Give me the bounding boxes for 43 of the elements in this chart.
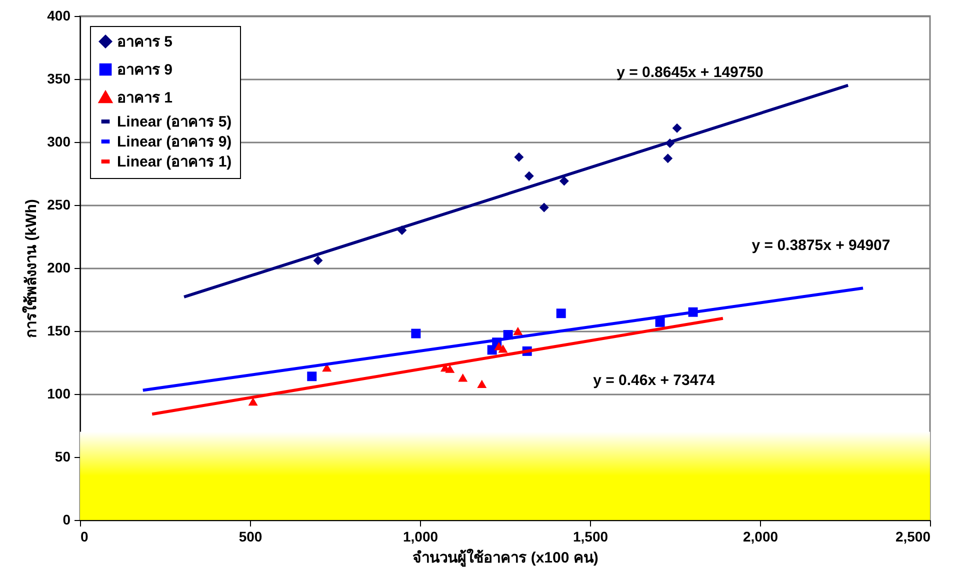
y-tick-label: 250 — [47, 196, 71, 212]
point — [559, 176, 569, 186]
y-tick-label: 400 — [47, 8, 71, 24]
x-tick-label: 2,500 — [895, 528, 931, 544]
legend-label: อาคาร 1 — [117, 90, 173, 106]
point — [248, 397, 258, 406]
y-tick-label: 300 — [47, 134, 71, 150]
x-axis-title: จำนวนผู้ใช้อาคาร (x100 คน) — [412, 548, 598, 568]
legend-label: อาคาร 9 — [117, 62, 173, 78]
point — [514, 152, 524, 162]
point — [513, 326, 523, 336]
point — [524, 171, 534, 181]
point — [539, 202, 549, 212]
point — [445, 364, 455, 373]
annotation: y = 0.3875x + 94907 — [752, 237, 890, 254]
legend-label: อาคาร 5 — [117, 34, 173, 50]
annotation: y = 0.46x + 73474 — [593, 372, 716, 389]
point — [663, 154, 673, 164]
x-tick-label: 0 — [80, 528, 88, 544]
y-tick-label: 100 — [47, 386, 71, 402]
point — [498, 344, 508, 353]
point — [672, 123, 682, 133]
point — [556, 308, 566, 318]
x-tick-label: 1,500 — [572, 528, 608, 544]
point — [307, 372, 317, 382]
x-tick-label: 500 — [238, 528, 262, 544]
x-tick-label: 1,000 — [402, 528, 438, 544]
point — [458, 374, 468, 382]
legend-label: Linear (อาคาร 9) — [117, 134, 232, 150]
y-tick-label: 50 — [54, 448, 71, 464]
y-tick-label: 0 — [62, 512, 71, 528]
legend-label: Linear (อาคาร 1) — [117, 154, 232, 170]
legend-label: Linear (อาคาร 5) — [117, 114, 232, 130]
point — [477, 380, 487, 388]
point — [411, 328, 421, 338]
y-tick-label: 350 — [47, 70, 71, 86]
y-tick-label: 150 — [47, 322, 71, 338]
y-tick-label: 200 — [47, 260, 71, 276]
x-tick-label: 2,000 — [742, 528, 778, 544]
point — [655, 317, 665, 327]
point — [313, 256, 323, 266]
y-axis-title: การใช้พลังงาน (kWh) — [22, 199, 40, 338]
annotation: y = 0.8645x + 149750 — [616, 64, 764, 81]
